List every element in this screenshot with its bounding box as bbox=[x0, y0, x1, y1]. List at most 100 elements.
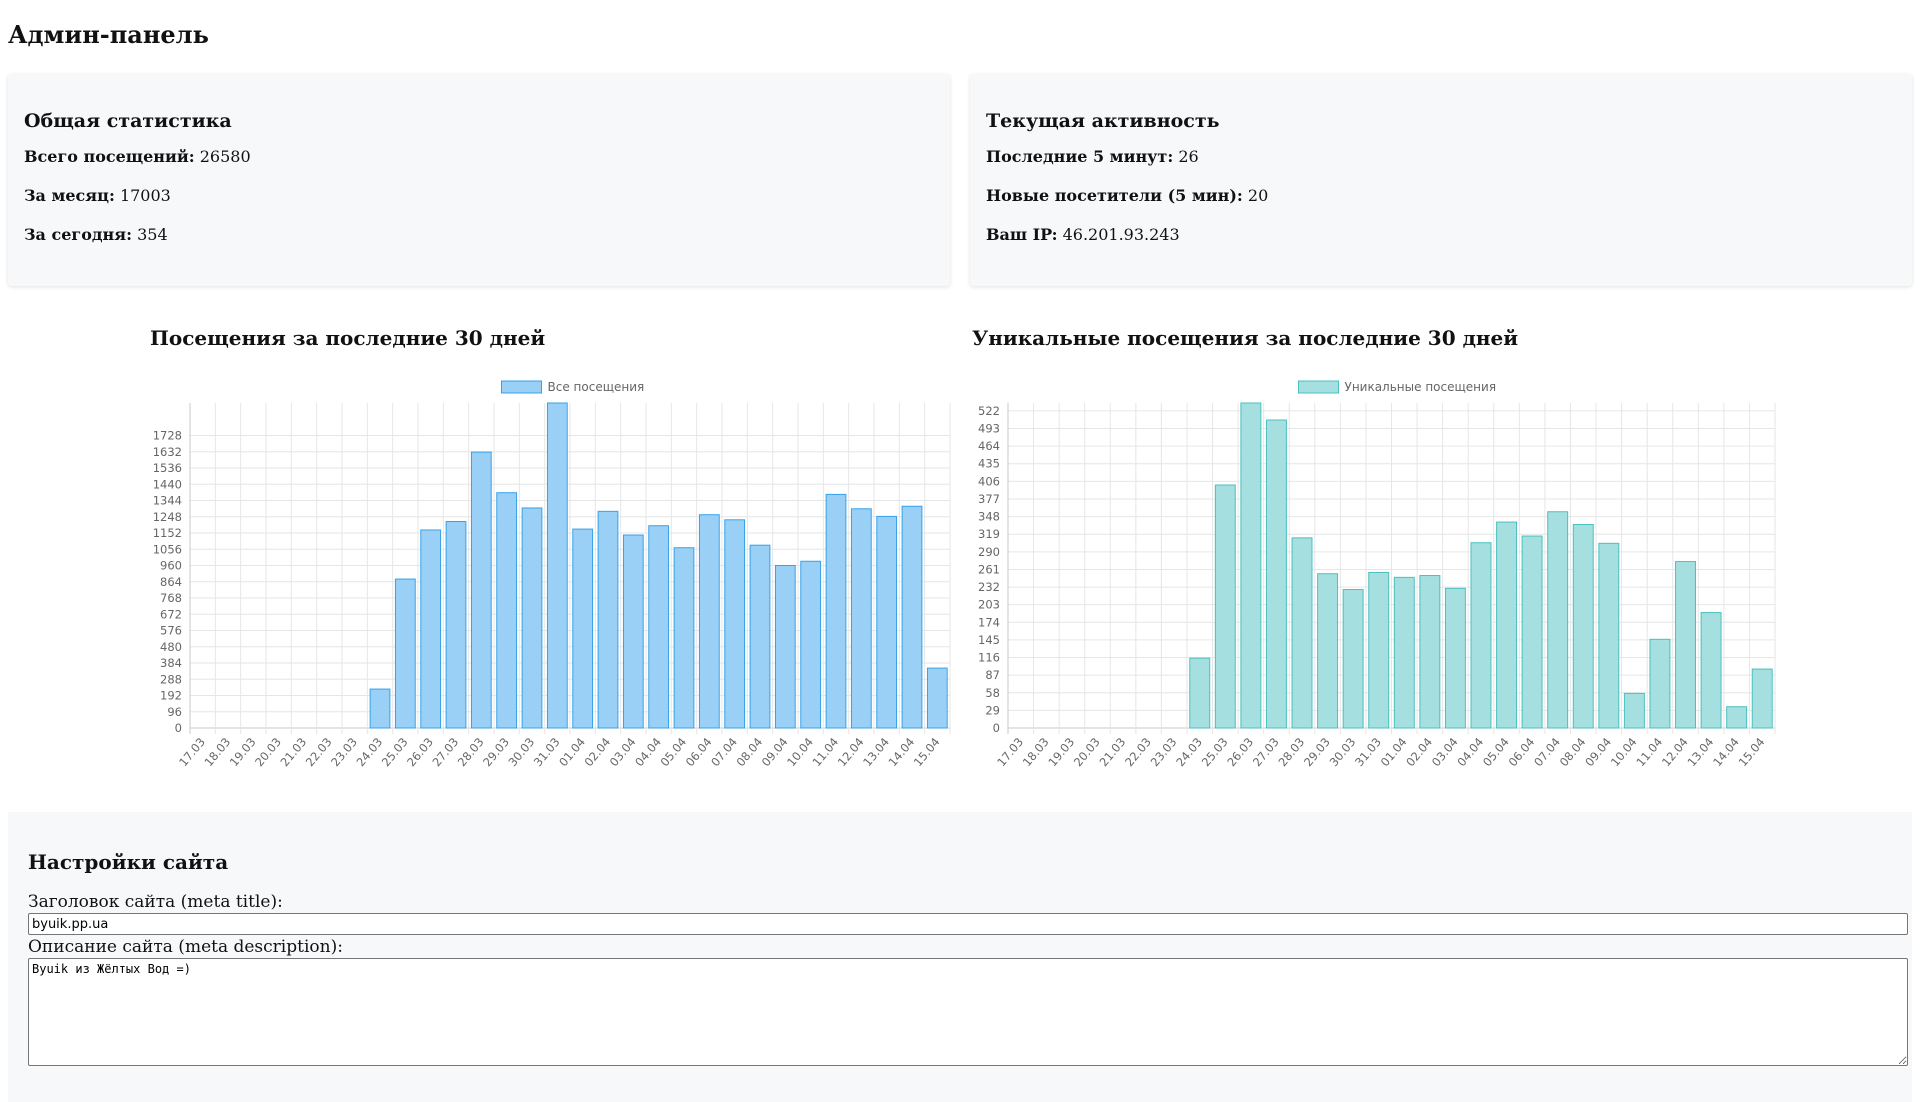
bar bbox=[1572, 523, 1594, 729]
y-tick-label: 768 bbox=[160, 591, 182, 605]
x-tick-label: 29.03 bbox=[1301, 735, 1333, 769]
bar bbox=[1521, 535, 1543, 729]
page-title: Админ-панель bbox=[8, 20, 209, 49]
y-tick-label: 1344 bbox=[153, 494, 182, 508]
x-tick-label: 25.03 bbox=[1199, 735, 1231, 769]
x-tick-label: 11.04 bbox=[809, 735, 841, 769]
x-tick-label: 02.04 bbox=[581, 735, 613, 769]
x-tick-label: 26.03 bbox=[404, 735, 436, 769]
x-tick-label: 05.04 bbox=[1480, 735, 1512, 769]
x-tick-label: 30.03 bbox=[1327, 735, 1359, 769]
bar bbox=[1496, 521, 1518, 729]
x-tick-label: 24.03 bbox=[353, 735, 385, 769]
bar bbox=[1547, 511, 1569, 729]
today-visits-label: За сегодня: bbox=[24, 225, 132, 244]
bar bbox=[1649, 638, 1671, 729]
bar bbox=[1598, 542, 1620, 729]
x-tick-label: 27.03 bbox=[1250, 735, 1282, 769]
current-activity-title: Текущая активность bbox=[986, 110, 1220, 132]
bar bbox=[1342, 588, 1364, 729]
y-tick-label: 1056 bbox=[153, 542, 182, 556]
x-tick-label: 26.03 bbox=[1224, 735, 1256, 769]
y-tick-label: 96 bbox=[167, 705, 182, 719]
bar bbox=[724, 519, 746, 729]
site-settings-title: Настройки сайта bbox=[28, 850, 229, 874]
y-tick-label: 960 bbox=[160, 559, 182, 573]
bar bbox=[1265, 419, 1287, 729]
y-tick-label: 203 bbox=[978, 598, 1000, 612]
month-visits-row: За месяц: 17003 bbox=[24, 185, 934, 206]
last5-row: Последние 5 минут: 26 bbox=[986, 146, 1896, 167]
bar bbox=[394, 578, 416, 729]
meta-title-input[interactable] bbox=[28, 913, 1908, 935]
visits-chart: Все посещения 0 96 192 288 384 480 576 672 768 864… bbox=[153, 380, 951, 769]
month-visits-label: За месяц: bbox=[24, 186, 115, 205]
legend-label: Все посещения bbox=[548, 380, 645, 394]
y-tick-label: 464 bbox=[978, 439, 1000, 453]
bar bbox=[1240, 402, 1262, 729]
bar bbox=[1393, 576, 1415, 729]
y-tick-label: 1440 bbox=[153, 477, 182, 491]
ip-value: 46.201.93.243 bbox=[1062, 225, 1180, 244]
unique-visits-chart: Уникальные посещения 0 29 58 87 116 145 174 203 2… bbox=[978, 380, 1776, 769]
x-tick-label: 09.04 bbox=[1582, 735, 1614, 769]
x-tick-label: 19.03 bbox=[1045, 735, 1077, 769]
y-tick-label: 348 bbox=[978, 510, 1000, 524]
x-tick-label: 23.03 bbox=[328, 735, 360, 769]
legend-label: Уникальные посещения bbox=[1345, 380, 1497, 394]
x-tick-label: 07.04 bbox=[1531, 735, 1563, 769]
bar bbox=[1470, 542, 1492, 729]
x-tick-label: 17.03 bbox=[176, 735, 208, 769]
bar bbox=[622, 534, 644, 729]
y-tick-label: 87 bbox=[985, 668, 1000, 682]
x-tick-label: 07.04 bbox=[708, 735, 740, 769]
y-tick-label: 0 bbox=[993, 721, 1000, 735]
x-tick-label: 13.04 bbox=[860, 735, 892, 769]
x-tick-label: 12.04 bbox=[835, 735, 867, 769]
x-tick-label: 24.03 bbox=[1173, 735, 1205, 769]
y-tick-label: 174 bbox=[978, 615, 1000, 629]
x-tick-label: 25.03 bbox=[379, 735, 411, 769]
legend-swatch bbox=[1298, 380, 1339, 394]
bar bbox=[369, 688, 391, 729]
y-tick-label: 116 bbox=[978, 651, 1000, 665]
y-tick-label: 435 bbox=[978, 457, 1000, 471]
bar bbox=[1368, 571, 1390, 729]
x-tick-label: 17.03 bbox=[994, 735, 1026, 769]
visits-chart-title: Посещения за последние 30 дней bbox=[150, 326, 546, 350]
bar bbox=[1317, 573, 1339, 729]
bar bbox=[850, 508, 872, 729]
bar bbox=[420, 529, 442, 729]
bar bbox=[698, 514, 720, 729]
general-stats-title: Общая статистика bbox=[24, 110, 232, 132]
x-tick-label: 03.04 bbox=[1429, 735, 1461, 769]
total-visits-label: Всего посещений: bbox=[24, 147, 195, 166]
x-tick-label: 18.03 bbox=[1020, 735, 1052, 769]
month-visits-value: 17003 bbox=[119, 186, 171, 205]
y-tick-label: 1248 bbox=[153, 510, 182, 524]
x-tick-label: 12.04 bbox=[1659, 735, 1691, 769]
y-tick-label: 232 bbox=[978, 580, 1000, 594]
bar bbox=[800, 560, 822, 729]
bar bbox=[876, 515, 898, 729]
bar bbox=[825, 493, 847, 729]
current-activity-card: Текущая активность Последние 5 минут: 26… bbox=[970, 74, 1912, 286]
bar bbox=[546, 402, 568, 729]
ip-label: Ваш IP: bbox=[986, 225, 1058, 244]
y-tick-label: 1632 bbox=[153, 445, 182, 459]
x-tick-label: 27.03 bbox=[429, 735, 461, 769]
bar bbox=[774, 565, 796, 729]
x-tick-label: 03.04 bbox=[607, 735, 639, 769]
x-tick-label: 21.03 bbox=[277, 735, 309, 769]
last5-value: 26 bbox=[1178, 147, 1199, 166]
last5-label: Последние 5 минут: bbox=[986, 147, 1174, 166]
meta-description-textarea[interactable]: Byuik из Жёлтых Вод =) bbox=[28, 958, 1908, 1066]
y-tick-label: 58 bbox=[985, 686, 1000, 700]
unique-chart-title: Уникальные посещения за последние 30 дне… bbox=[972, 326, 1519, 350]
y-tick-label: 406 bbox=[978, 474, 1000, 488]
x-tick-label: 20.03 bbox=[1071, 735, 1103, 769]
x-tick-label: 04.04 bbox=[632, 735, 664, 769]
y-tick-label: 29 bbox=[985, 703, 1000, 717]
bar bbox=[926, 667, 948, 729]
y-tick-label: 288 bbox=[160, 672, 182, 686]
